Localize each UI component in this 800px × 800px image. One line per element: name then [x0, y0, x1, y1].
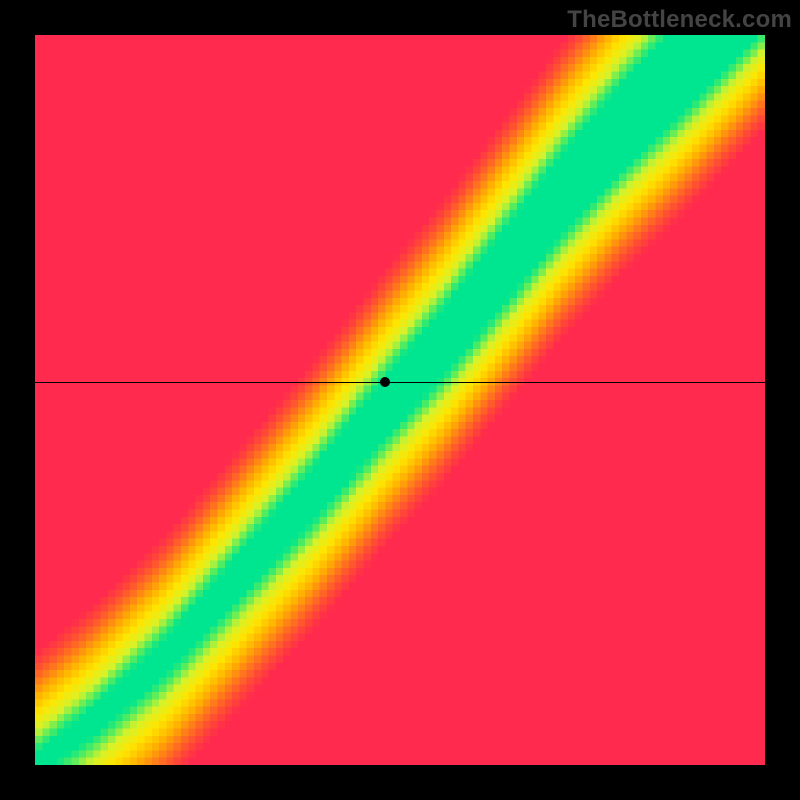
crosshair-horizontal	[35, 382, 765, 383]
heatmap-plot-area	[35, 35, 765, 765]
heatmap-canvas	[35, 35, 765, 765]
watermark-text: TheBottleneck.com	[567, 6, 792, 34]
crosshair-dot	[380, 377, 390, 387]
plot-frame	[0, 0, 800, 800]
